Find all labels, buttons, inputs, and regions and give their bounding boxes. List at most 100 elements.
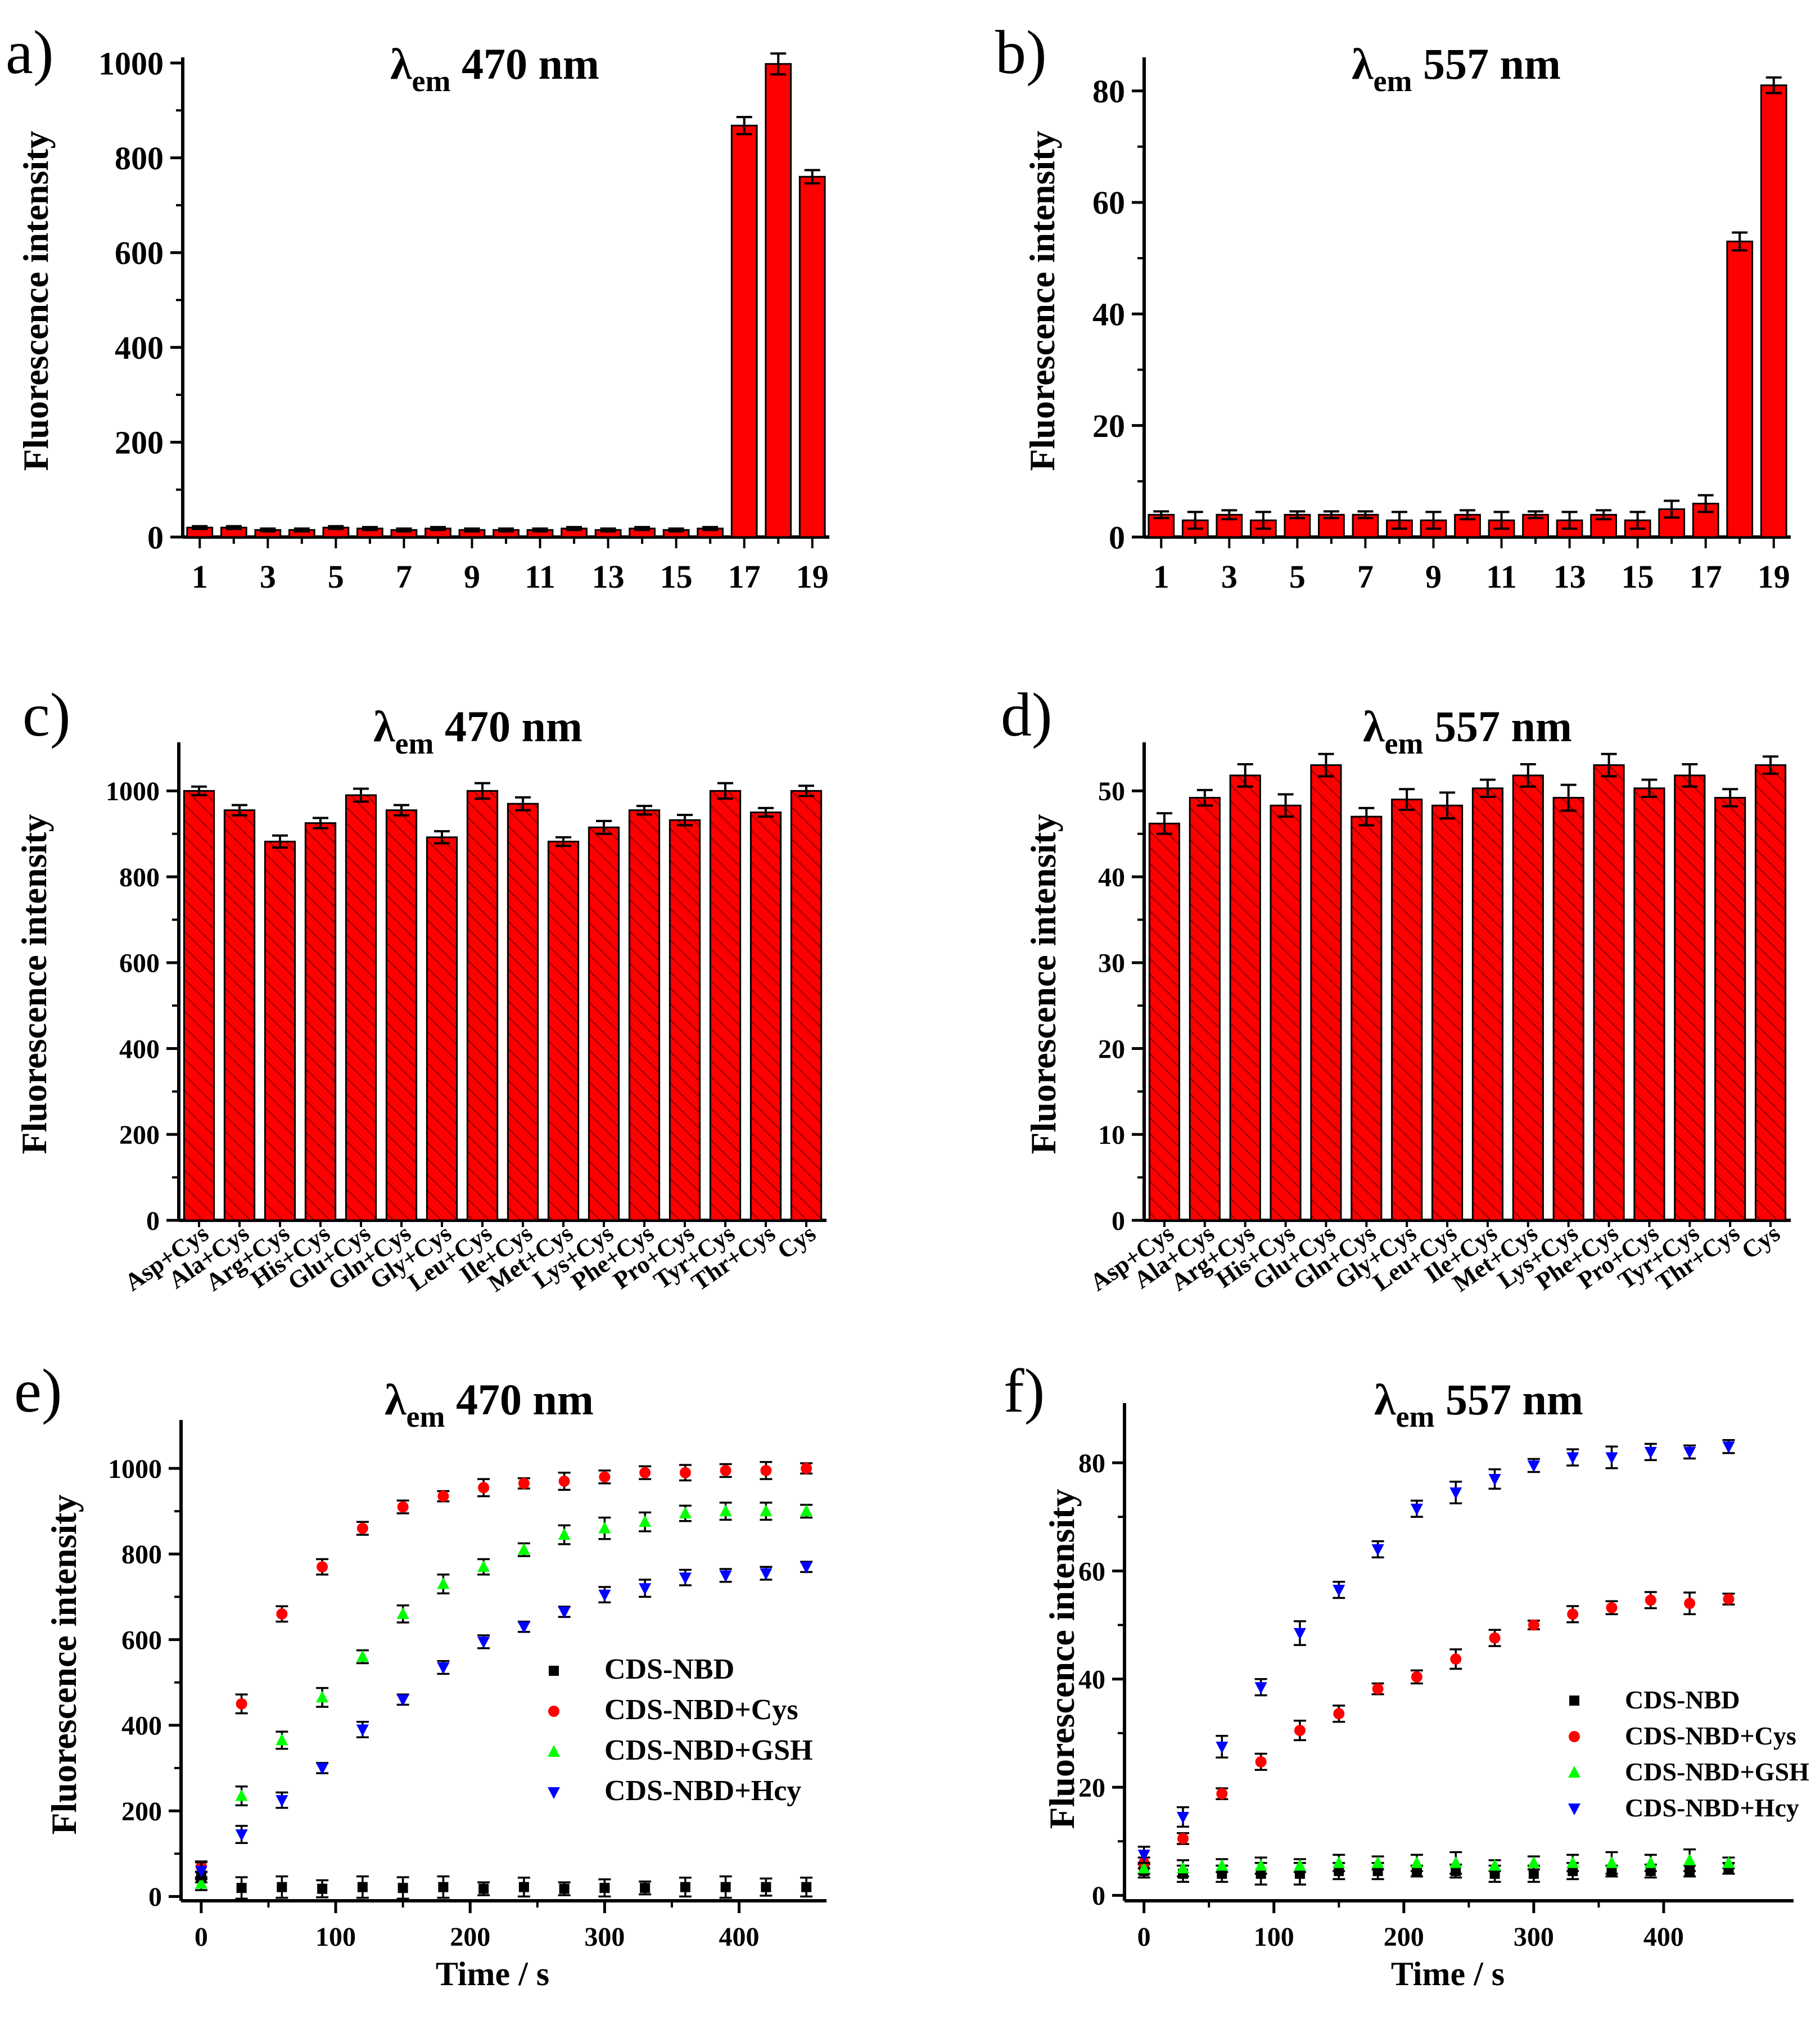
legend-marker: [1569, 1731, 1580, 1742]
data-point: [396, 1607, 409, 1619]
y-tick-label: 800: [115, 140, 164, 177]
data-point: [599, 1471, 611, 1483]
x-axis-label: Time / s: [1391, 1955, 1505, 1992]
panel-label: a): [6, 18, 53, 87]
data-point: [760, 1568, 773, 1580]
series-CDS-NBD+Hcy: [195, 1561, 813, 1881]
y-tick-label: 600: [119, 949, 160, 979]
legend-marker: [549, 1666, 559, 1676]
data-point: [1410, 1856, 1423, 1868]
bar-Met+Cys: [547, 840, 580, 1221]
panel-f: f) λem 557 nm Fluorescence intensity 0 20 40 6…: [1004, 1356, 1809, 1992]
data-point: [719, 1570, 732, 1582]
data-point: [1722, 1856, 1735, 1868]
bar-19: [1760, 84, 1787, 538]
data-point: [1216, 1741, 1229, 1753]
y-tick-label: 1000: [108, 1454, 162, 1484]
data-point: [1137, 1850, 1150, 1862]
y-tick-label: 40: [1098, 863, 1125, 892]
bar-Phe+Cys: [1593, 764, 1625, 1221]
legend-label: CDS-NBD+Cys: [1625, 1721, 1796, 1750]
x-tick-label: 11: [525, 558, 556, 595]
data-point: [1177, 1833, 1189, 1845]
panel-a: a) λem 470 nm Fluorescence intensity 0 200 40…: [6, 18, 829, 595]
bar-Arg+Cys: [1229, 774, 1261, 1221]
y-tick-label: 80: [1092, 73, 1125, 110]
x-tick-label: 5: [1289, 558, 1306, 595]
data-point: [679, 1507, 692, 1519]
panel-b: b) λem 557 nm Fluorescence intensity 0 20 40 6…: [995, 18, 1791, 595]
bar-Cys: [790, 790, 823, 1221]
data-point: [1216, 1788, 1228, 1800]
y-tick-label: 30: [1098, 949, 1125, 979]
title-subscript: em: [1385, 727, 1424, 760]
panel-label: e): [14, 1356, 62, 1425]
data-point: [1255, 1756, 1267, 1768]
data-point: [316, 1690, 329, 1703]
data-point: [719, 1504, 732, 1517]
y-tick-label: 0: [146, 1206, 160, 1236]
bar-Ala+Cys: [223, 809, 256, 1221]
x-tick-label: 300: [584, 1922, 625, 1952]
y-tick-label: 1000: [98, 45, 164, 82]
title-wavelength: 557 nm: [1434, 1375, 1583, 1424]
data-point: [1333, 1708, 1345, 1720]
data-point: [437, 1662, 450, 1675]
bar-Gly+Cys: [426, 836, 458, 1221]
chart-title: λem 557 nm: [1352, 39, 1561, 98]
data-point: [1294, 1725, 1306, 1737]
x-tick-label: 5: [328, 558, 344, 595]
data-point: [1566, 1856, 1579, 1868]
data-point: [1371, 1544, 1384, 1556]
bar-Ile+Cys: [507, 802, 539, 1221]
chart-title: λem 557 nm: [1363, 702, 1572, 760]
data-point: [598, 1589, 611, 1602]
data-point: [1372, 1683, 1384, 1695]
y-tick-label: 10: [1098, 1120, 1125, 1150]
data-point: [356, 1724, 369, 1737]
bar-Lys+Cys: [588, 826, 620, 1221]
data-point: [478, 1883, 489, 1894]
bar-18: [1726, 240, 1754, 538]
y-tick-label: 1000: [106, 777, 160, 806]
bar-Pro+Cys: [669, 819, 701, 1221]
legend-label: CDS-NBD+GSH: [1625, 1757, 1809, 1786]
bar-Glu+Cys: [1310, 764, 1342, 1221]
series-CDS-NBD: [1137, 1861, 1735, 1886]
y-axis-label: Fluorescence intensity: [44, 1495, 84, 1835]
title-wavelength: 557 nm: [1412, 39, 1560, 88]
legend-marker: [548, 1787, 560, 1799]
bar-Gln+Cys: [385, 809, 418, 1221]
chart-title: λem 470 nm: [385, 1375, 594, 1433]
x-tick-label: 3: [1221, 558, 1238, 595]
y-tick-label: 20: [1078, 1773, 1105, 1803]
legend-marker: [1569, 1696, 1579, 1706]
y-axis-label: Fluorescence intensity: [14, 814, 54, 1155]
data-point: [1411, 1671, 1422, 1683]
data-point: [316, 1763, 329, 1775]
x-tick-label: 19: [1758, 558, 1790, 595]
data-point: [639, 1515, 652, 1527]
data-point: [1333, 1585, 1345, 1597]
data-point: [1449, 1487, 1462, 1500]
data-point: [599, 1883, 610, 1893]
data-point: [801, 1882, 812, 1892]
data-point: [478, 1482, 490, 1494]
data-point: [1528, 1619, 1539, 1631]
x-tick-label: 7: [1357, 558, 1374, 595]
x-tick-label: 15: [660, 558, 693, 595]
legend-marker: [1568, 1803, 1580, 1815]
data-point: [558, 1607, 571, 1619]
data-point: [397, 1501, 409, 1513]
data-point: [317, 1883, 328, 1894]
title-subscript: em: [395, 727, 434, 760]
data-point: [1644, 1446, 1657, 1459]
y-tick-label: 40: [1092, 296, 1125, 333]
title-lambda: λ: [1363, 702, 1385, 751]
title-wavelength: 470 nm: [433, 702, 582, 751]
title-lambda: λ: [385, 1375, 407, 1424]
data-point: [1684, 1598, 1696, 1609]
y-tick-label: 200: [121, 1797, 162, 1827]
